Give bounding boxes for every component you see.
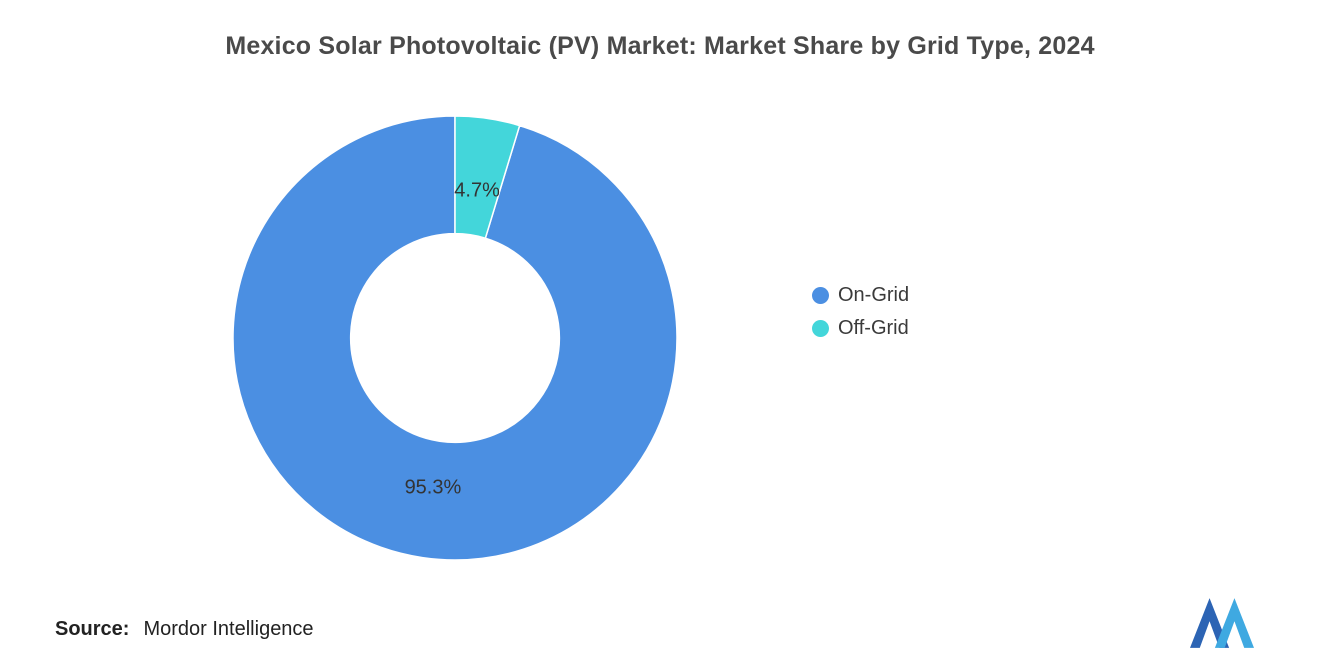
chart-legend: On-Grid Off-Grid: [812, 284, 909, 340]
legend-label-on-grid: On-Grid: [838, 284, 910, 306]
slice-label-off-grid: 4.7%: [454, 180, 500, 202]
legend-item-on-grid[interactable]: On-Grid: [812, 284, 909, 307]
logo-right-chevron: [1214, 598, 1254, 648]
source-line: Source: Mordor Intelligence: [55, 618, 314, 641]
donut-slice-on-grid[interactable]: [232, 115, 678, 561]
legend-marker-on-grid: [812, 287, 829, 304]
donut-slice-off-grid[interactable]: [454, 115, 521, 240]
legend-item-off-grid[interactable]: Off-Grid: [812, 317, 909, 340]
legend-marker-off-grid: [812, 320, 829, 337]
chart-title: Mexico Solar Photovoltaic (PV) Market: M…: [225, 32, 1095, 60]
source-name: Mordor Intelligence: [143, 618, 314, 640]
slice-label-on-grid: 95.3%: [405, 476, 462, 498]
donut-chart: 95.3% 4.7%: [232, 115, 678, 561]
legend-label-off-grid: Off-Grid: [838, 317, 909, 339]
logo-left-chevron: [1190, 598, 1230, 648]
source-label: Source:: [55, 618, 130, 640]
mordor-intelligence-logo: [1190, 598, 1254, 648]
